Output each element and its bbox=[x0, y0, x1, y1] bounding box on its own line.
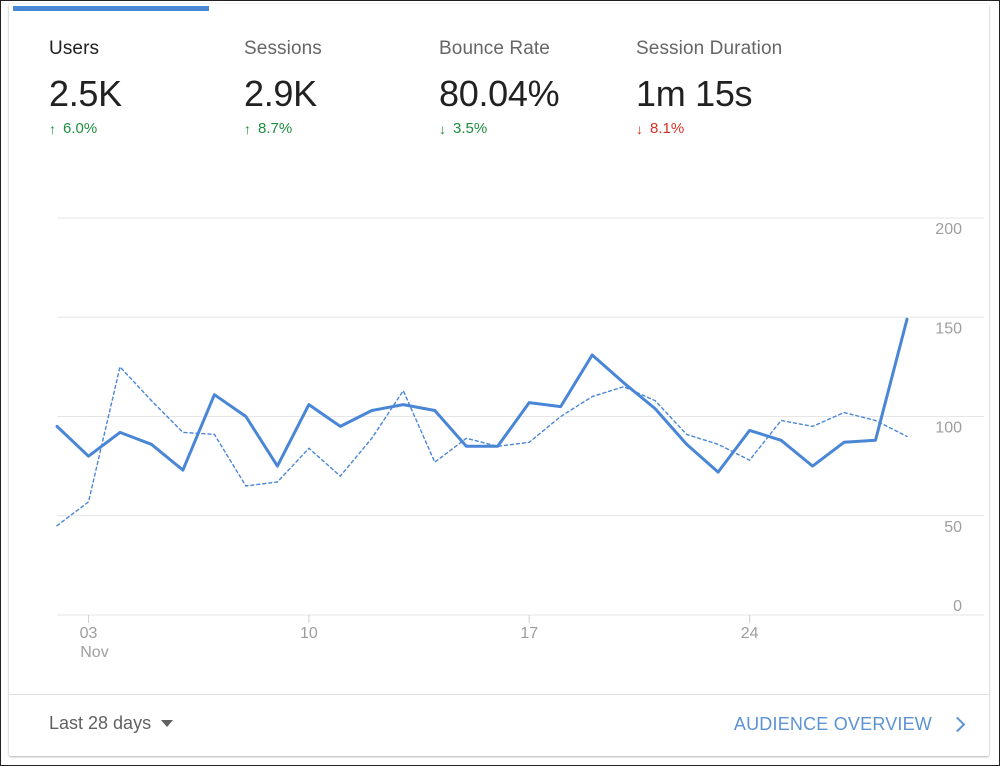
audience-overview-label: AUDIENCE OVERVIEW bbox=[733, 714, 932, 734]
metric-tab-session-duration[interactable]: Session Duration 1m 15s ↓ 8.1% bbox=[636, 38, 782, 137]
metric-value: 2.5K bbox=[49, 73, 122, 114]
metric-delta: ↑ 6.0% bbox=[49, 120, 122, 137]
caret-down-icon bbox=[161, 720, 174, 727]
footer-divider bbox=[9, 694, 989, 695]
date-range-label: Last 28 days bbox=[49, 713, 152, 733]
metric-delta-value: 6.0% bbox=[63, 120, 98, 137]
metric-delta: ↓ 8.1% bbox=[636, 120, 782, 137]
x-tick-label: 17 bbox=[520, 625, 538, 642]
arrow-up-icon: ↑ bbox=[49, 120, 56, 137]
x-tick-label: 10 bbox=[300, 625, 318, 642]
metric-delta-value: 3.5% bbox=[453, 120, 488, 137]
x-tick-label: 24 bbox=[741, 625, 759, 642]
current-period-line bbox=[55, 317, 909, 474]
chevron-right-icon bbox=[949, 716, 966, 733]
date-range-dropdown[interactable]: Last 28 days bbox=[49, 713, 174, 734]
y-tick-label: 150 bbox=[935, 320, 962, 337]
users-line-chart: 0 50 100 150 200 03 Nov 10 17 24 bbox=[55, 217, 984, 661]
metric-delta-value: 8.7% bbox=[258, 120, 293, 137]
metric-tab-users[interactable]: Users 2.5K ↑ 6.0% bbox=[49, 38, 122, 137]
metric-delta: ↓ 3.5% bbox=[439, 120, 559, 137]
x-tick-label: 03 bbox=[80, 625, 98, 642]
metric-label: Sessions bbox=[244, 38, 322, 59]
y-tick-label: 100 bbox=[935, 420, 962, 437]
metric-tab-sessions[interactable]: Sessions 2.9K ↑ 8.7% bbox=[244, 38, 322, 137]
active-tab-indicator bbox=[13, 6, 209, 11]
metric-value: 2.9K bbox=[244, 73, 317, 114]
audience-card: Users 2.5K ↑ 6.0% Sessions 2.9K ↑ 8.7% B… bbox=[9, 4, 989, 756]
y-tick-label: 50 bbox=[944, 519, 962, 536]
previous-period-line bbox=[56, 366, 908, 527]
metric-label: Bounce Rate bbox=[439, 38, 550, 59]
metric-value: 80.04% bbox=[439, 73, 560, 114]
metric-label: Session Duration bbox=[636, 38, 783, 59]
arrow-down-icon: ↓ bbox=[439, 120, 446, 137]
metric-label: Users bbox=[49, 38, 100, 59]
arrow-down-icon: ↓ bbox=[636, 120, 643, 137]
metric-delta-value: 8.1% bbox=[650, 120, 685, 137]
y-tick-label: 200 bbox=[935, 221, 962, 238]
audience-overview-link[interactable]: AUDIENCE OVERVIEW bbox=[734, 714, 967, 735]
metric-delta: ↑ 8.7% bbox=[244, 120, 322, 137]
y-tick-label: 0 bbox=[953, 598, 962, 615]
metric-value: 1m 15s bbox=[636, 73, 753, 114]
x-tick-sublabel: Nov bbox=[80, 644, 108, 661]
arrow-up-icon: ↑ bbox=[244, 120, 251, 137]
metric-tab-bounce-rate[interactable]: Bounce Rate 80.04% ↓ 3.5% bbox=[439, 38, 560, 137]
